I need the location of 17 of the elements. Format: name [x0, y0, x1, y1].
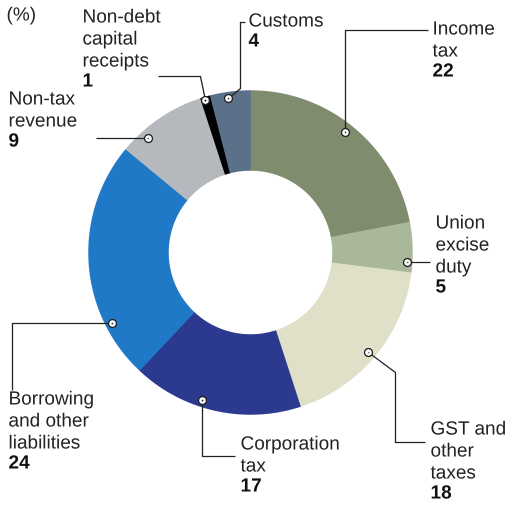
slice-label: Non-debt capital receipts: [82, 6, 162, 72]
data-label: 17: [240, 476, 262, 496]
slice-label: Income tax: [432, 18, 495, 62]
slice-label: GST and other taxes: [430, 418, 506, 484]
data-label: 5: [436, 276, 446, 298]
slice-label: Union excise duty: [436, 212, 490, 278]
data-label: 4: [248, 30, 260, 52]
data-label: 24: [8, 452, 30, 474]
data-label: 22: [432, 60, 454, 82]
data-label: 9: [8, 130, 20, 152]
slice-label: Borrowing and other liabilities: [8, 388, 94, 454]
data-label: 18: [430, 482, 452, 504]
slice-label: Non-tax revenue: [8, 88, 78, 132]
chart-title: (%): [6, 4, 36, 26]
data-label: 1: [82, 70, 94, 92]
slice-label: Customs: [248, 10, 324, 32]
slice-label: Corporation tax: [240, 434, 340, 476]
